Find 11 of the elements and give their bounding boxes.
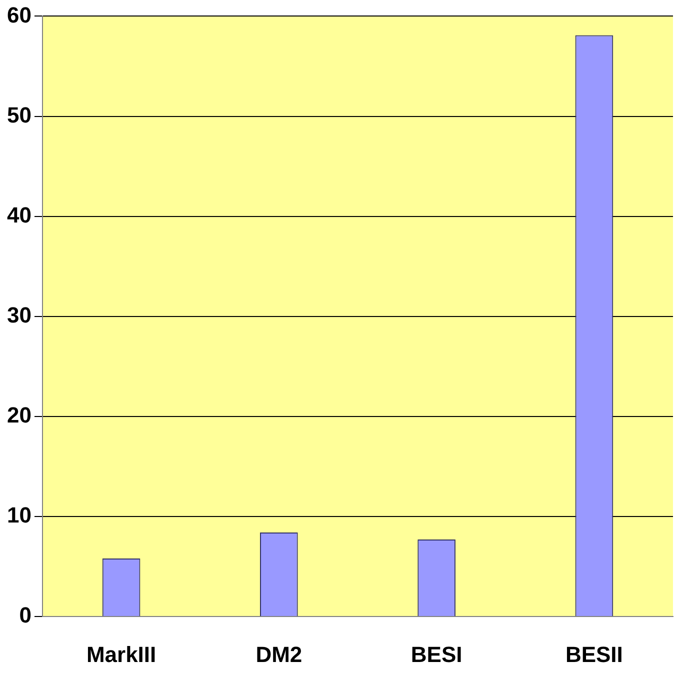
y-tick-label: 50 (6, 102, 32, 128)
y-tick-label: 40 (6, 202, 32, 228)
y-tick-label: 0 (19, 602, 32, 628)
x-tick-label: BESII (565, 642, 623, 667)
y-tick-label: 60 (6, 2, 32, 28)
x-tick-label: DM2 (256, 642, 302, 667)
y-tick-label: 30 (6, 302, 32, 328)
x-tick-label: BESI (410, 642, 462, 667)
x-tick-label: MarkIII (86, 642, 156, 667)
y-tick-label: 20 (6, 402, 32, 428)
y-tick-label: 10 (6, 502, 32, 528)
